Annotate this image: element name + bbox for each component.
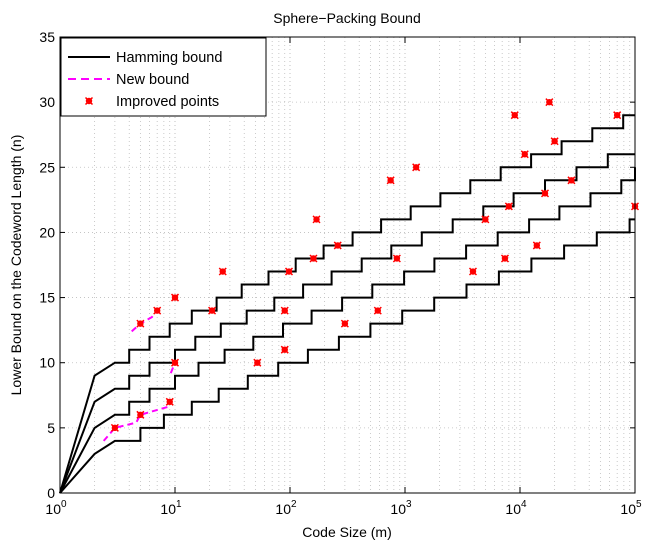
improved-point	[153, 306, 162, 315]
improved-point	[613, 111, 622, 120]
legend-new-label: New bound	[116, 72, 189, 88]
improved-point	[532, 241, 541, 250]
hamming-bound-curve-3	[59, 153, 635, 494]
improved-point	[253, 358, 262, 367]
improved-point	[170, 293, 180, 302]
improved-point	[165, 397, 174, 406]
improved-point	[504, 202, 513, 211]
improved-point	[309, 254, 318, 263]
improved-point	[481, 215, 490, 224]
improved-point	[136, 319, 145, 328]
improved-point	[567, 176, 576, 185]
improved-point	[280, 345, 289, 354]
x-tick-label: 101	[160, 499, 182, 517]
x-tick-label: 100	[45, 499, 67, 517]
legend-hamming-label: Hamming bound	[116, 50, 222, 66]
new-bound-curve-3	[131, 309, 158, 333]
plot-frame	[59, 36, 636, 494]
improved-point	[545, 98, 554, 107]
improved-point	[312, 215, 321, 224]
improved-point	[136, 410, 145, 419]
x-tick-label: 102	[275, 499, 297, 517]
improved-point	[284, 267, 294, 276]
improved-point	[510, 111, 519, 120]
improved-point	[520, 150, 529, 159]
y-tick-label: 10	[39, 355, 55, 371]
y-axis-title: Lower Bound on the Codeword Length (n)	[8, 135, 24, 396]
legend-improved-label: Improved points	[116, 94, 219, 110]
improved-point	[468, 267, 478, 276]
y-tick-label: 25	[39, 159, 55, 175]
y-axis-ticks: 0 5 10 15 20 25 30 35	[39, 29, 635, 501]
improved-point	[280, 306, 289, 315]
improved-point	[500, 254, 509, 263]
chart-title: Sphere−Packing Bound	[273, 10, 421, 26]
improved-point	[170, 358, 180, 367]
y-tick-label: 20	[39, 224, 55, 240]
hamming-bound-curve-2	[59, 167, 636, 494]
improved-point	[218, 267, 227, 276]
x-tick-label: 105	[620, 499, 642, 517]
x-axis-ticks: 100 101 102 103 104 105	[45, 37, 642, 517]
legend-box	[60, 37, 267, 117]
y-tick-label: 0	[47, 485, 55, 501]
improved-point	[373, 306, 382, 315]
improved-point	[110, 423, 119, 432]
improved-point	[340, 319, 349, 328]
improved-point	[392, 254, 401, 263]
legend-improved-marker	[84, 96, 94, 106]
improved-point	[386, 176, 395, 185]
improved-point	[540, 189, 550, 198]
y-tick-label: 15	[39, 290, 55, 306]
new-bound-curve-2	[169, 362, 176, 374]
improved-point	[208, 306, 217, 315]
plot-points	[110, 98, 640, 432]
y-tick-label: 30	[39, 94, 55, 110]
x-tick-label: 104	[505, 499, 527, 517]
y-tick-label: 35	[39, 29, 55, 45]
improved-point	[550, 137, 559, 146]
legend: Hamming bound New bound Improved points	[60, 37, 267, 117]
improved-point	[333, 241, 342, 250]
x-tick-label: 103	[390, 499, 412, 517]
hamming-bound-curve-1	[59, 218, 635, 494]
improved-point	[412, 163, 421, 172]
y-tick-label: 5	[47, 420, 55, 436]
x-axis-title: Code Size (m)	[302, 524, 391, 540]
